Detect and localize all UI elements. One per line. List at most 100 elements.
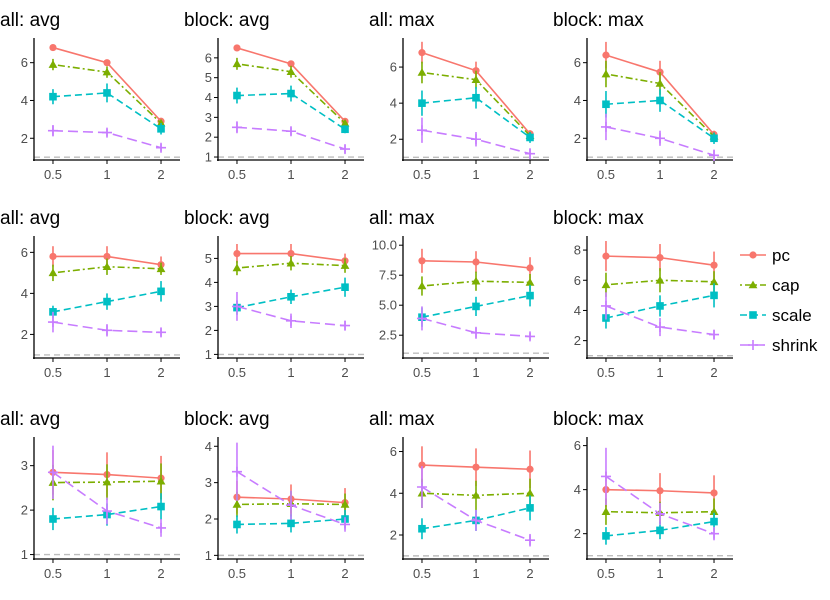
chart-panel: block: max 2 4 6 0.5 1 2 <box>553 10 733 182</box>
legend-swatch-marker <box>749 251 757 259</box>
data-point <box>710 489 718 497</box>
y-tick-label: 3 <box>205 475 212 490</box>
panel-title: all: max <box>369 10 435 31</box>
data-point <box>47 317 58 328</box>
legend-item-cap: cap <box>740 276 799 295</box>
y-tick-label: 5 <box>205 251 212 266</box>
x-tick-label: 1 <box>103 365 110 380</box>
data-point <box>709 277 719 286</box>
series-line <box>236 518 346 526</box>
data-point <box>417 281 427 290</box>
data-point <box>286 258 296 267</box>
x-tick-label: 0.5 <box>228 167 246 182</box>
data-point <box>49 252 57 261</box>
data-point <box>602 51 610 59</box>
series-cap <box>48 463 166 501</box>
data-point <box>417 68 427 76</box>
x-tick-label: 1 <box>656 167 663 182</box>
data-point <box>341 125 349 134</box>
data-point <box>710 134 718 143</box>
x-tick-label: 1 <box>103 566 110 581</box>
y-tick-label: 4 <box>205 439 212 454</box>
legend-item-shrink: shrink <box>740 336 818 355</box>
chart-panel: block: avg 1 2 3 4 5 6 0.5 1 2 <box>184 10 364 182</box>
data-point <box>341 283 349 291</box>
series-scale <box>602 89 718 144</box>
data-point <box>601 280 611 289</box>
chart-panel: block: max 2 4 6 8 0.5 1 2 <box>553 208 733 380</box>
series-pc <box>602 241 718 279</box>
legend-swatch-marker <box>748 340 758 350</box>
x-tick-label: 1 <box>656 566 663 581</box>
series-scale <box>233 277 349 315</box>
data-point <box>600 121 611 132</box>
data-point <box>340 118 350 127</box>
data-point <box>656 254 664 262</box>
data-point <box>102 262 112 271</box>
data-point <box>709 329 720 340</box>
panel-title: block: avg <box>184 10 270 31</box>
x-tick-label: 2 <box>341 167 348 182</box>
y-tick-label: 2 <box>574 526 581 541</box>
panel-title: all: avg <box>0 409 60 430</box>
x-tick-label: 0.5 <box>597 566 615 581</box>
x-tick-label: 2 <box>341 365 348 380</box>
legend-swatch-marker <box>749 311 757 319</box>
data-point <box>602 532 610 540</box>
y-tick-label: 6 <box>205 50 212 65</box>
y-tick-label: 2 <box>205 323 212 338</box>
x-tick-label: 2 <box>710 365 717 380</box>
data-point <box>103 297 111 306</box>
data-point <box>418 49 426 57</box>
y-tick-label: 1 <box>205 548 212 563</box>
data-point <box>471 134 481 145</box>
legend-item-scale: scale <box>740 306 812 325</box>
series-cap <box>232 256 350 276</box>
x-tick-label: 0.5 <box>44 566 62 581</box>
y-tick-label: 6 <box>390 60 397 75</box>
y-tick-label: 1 <box>21 547 28 562</box>
data-point <box>156 476 166 485</box>
data-point <box>49 92 57 101</box>
data-point <box>472 463 480 471</box>
series-shrink <box>47 125 167 153</box>
data-point <box>156 327 167 338</box>
panel-title: block: avg <box>184 208 270 229</box>
y-tick-label: 4 <box>574 482 581 497</box>
data-point <box>157 287 165 296</box>
legend-label: cap <box>772 276 799 295</box>
data-point <box>340 519 351 530</box>
x-tick-label: 1 <box>103 167 110 182</box>
data-point <box>471 75 481 83</box>
y-tick-label: 8 <box>574 243 581 258</box>
x-tick-label: 2 <box>341 566 348 581</box>
data-point <box>525 535 536 546</box>
series-line <box>236 305 346 327</box>
y-tick-label: 2 <box>390 132 397 147</box>
data-point <box>471 490 481 499</box>
x-tick-label: 1 <box>472 167 479 182</box>
data-point <box>710 517 718 526</box>
y-tick-label: 2.5 <box>379 328 397 343</box>
data-point <box>287 89 295 98</box>
data-point <box>286 67 296 76</box>
panel-title: all: max <box>369 208 435 229</box>
series-line <box>421 507 531 530</box>
series-shrink <box>231 292 351 331</box>
y-tick-label: 2 <box>390 528 397 543</box>
series-shrink <box>47 445 167 537</box>
x-tick-label: 2 <box>157 566 164 581</box>
y-tick-label: 4 <box>574 303 581 318</box>
data-point <box>102 127 112 138</box>
chart-panel: all: avg 2 4 6 0.5 1 2 <box>0 208 180 380</box>
data-point <box>602 252 610 260</box>
y-tick-label: 6 <box>574 438 581 453</box>
data-point <box>102 325 112 336</box>
data-point <box>232 500 242 508</box>
data-point <box>231 301 242 312</box>
series-line <box>605 305 715 336</box>
data-point <box>156 118 166 127</box>
y-tick-label: 4 <box>574 93 581 108</box>
data-point <box>340 261 350 269</box>
series-shrink <box>416 117 536 160</box>
